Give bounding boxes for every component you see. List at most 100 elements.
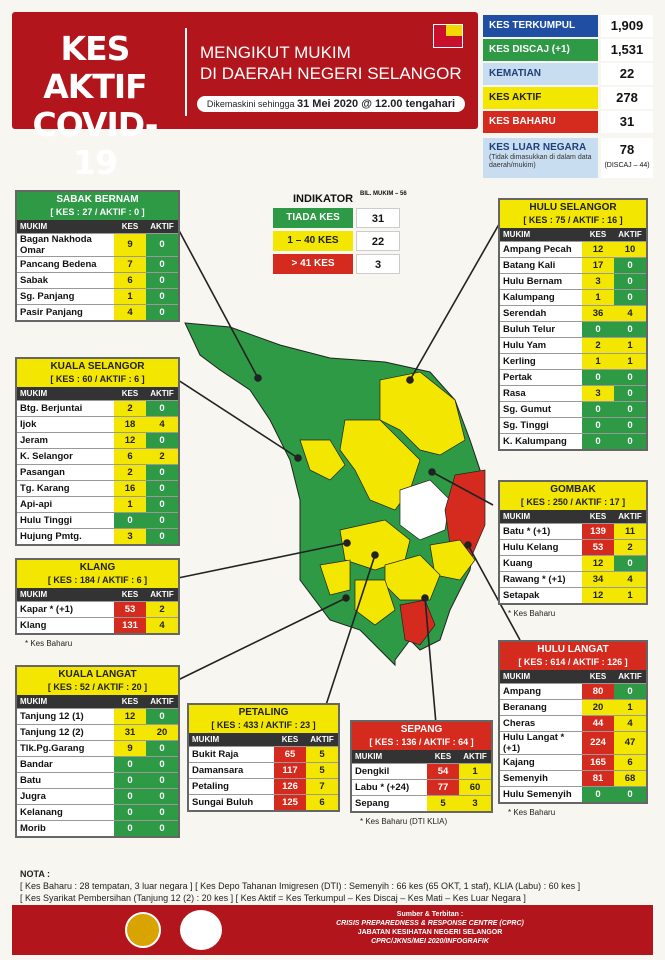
mukim-name: Btg. Berjuntai [17,399,114,416]
mukim-name: Dengkil [352,762,427,779]
district-summary: [ KES : 60 / AKTIF : 6 ] [50,374,145,384]
mukim-aktif: 0 [614,384,646,401]
table-row: Bandar 0 0 [17,755,178,772]
mukim-name: Ampang Pecah [500,240,582,257]
mukim-aktif: 0 [614,682,646,699]
mukim-name: Damansara [189,761,274,778]
mukim-name: Pasir Panjang [17,303,114,320]
mukim-aktif: 0 [614,288,646,305]
district-summary: [ KES : 433 / AKTIF : 23 ] [211,720,316,730]
mukim-aktif: 0 [614,256,646,273]
mukim-kes: 44 [582,714,614,731]
table-row: Cheras 44 4 [500,714,646,731]
district-summary: [ KES : 614 / AKTIF : 126 ] [518,657,628,667]
table-row: Hulu Tinggi 0 0 [17,511,178,528]
indikator-legend: TIADA KES 31 1 – 40 KES 22 > 41 KES 3 [273,208,400,277]
mukim-aktif: 0 [146,787,178,804]
col-aktif: AKTIF [459,750,491,763]
title-line-1: KES AKTIF [43,29,147,106]
table-row: Sepang 5 3 [352,794,491,811]
stats-panel: KES TERKUMPUL 1,909 KES DISCAJ (+1) 1,531 … [483,15,653,135]
mukim-kes: 53 [582,538,614,555]
table-row: Hulu Bernam 3 0 [500,272,646,289]
mukim-name: Labu * (+24) [352,778,427,795]
table-header: MUKIM KES AKTIF [17,588,178,601]
table-row: Hulu Kelang 53 2 [500,538,646,555]
col-mukim: MUKIM [189,733,274,746]
mukim-name: Jeram [17,431,114,448]
col-aktif: AKTIF [146,220,178,233]
table-header: MUKIM KES AKTIF [500,228,646,241]
footer-line-2: CRISIS PREPAREDNESS & RESPONSE CENTRE (C… [336,920,524,927]
mukim-name: Petaling [189,777,274,794]
mukim-aktif: 47 [614,730,646,754]
mukim-name: Hulu Yam [500,336,582,353]
table-row: K. Selangor 6 2 [17,447,178,464]
mukim-table: MUKIM KES AKTIF Btg. Berjuntai 2 0 Ijok 18 4 Jera… [17,387,178,544]
mukim-kes: 54 [427,762,459,779]
district-note: * Kes Baharu [508,808,556,817]
table-header: MUKIM KES AKTIF [17,220,178,233]
mukim-aktif: 0 [146,527,178,544]
mukim-kes: 165 [582,753,614,770]
mukim-aktif: 11 [614,522,646,539]
mukim-kes: 18 [114,415,146,432]
table-row: Hulu Yam 2 1 [500,336,646,353]
mukim-aktif: 0 [614,416,646,433]
mukim-name: Cheras [500,714,582,731]
mukim-kes: 77 [427,778,459,795]
mukim-name: Jugra [17,787,114,804]
table-row: Setapak 12 1 [500,586,646,603]
district-summary: [ KES : 136 / AKTIF : 64 ] [369,737,474,747]
table-row: Sungai Buluh 125 6 [189,793,338,810]
legend-row: > 41 KES 3 [273,254,400,274]
mukim-name: Morib [17,819,114,836]
page-subtitle: MENGIKUT MUKIM DI DAERAH NEGERI SELANGOR [200,42,470,84]
mukim-kes: 1 [582,352,614,369]
col-aktif: AKTIF [614,510,646,523]
mukim-aktif: 0 [146,271,178,288]
table-row: Pancang Bedena 7 0 [17,255,178,272]
footer-banner [12,905,653,955]
stat-row: KEMATIAN 22 [483,63,653,85]
mukim-aktif: 0 [146,255,178,272]
mukim-aktif: 6 [306,793,338,810]
mukim-aktif: 7 [306,777,338,794]
mukim-kes: 2 [114,463,146,480]
mukim-kes: 3 [582,384,614,401]
table-row: Petaling 126 7 [189,777,338,794]
table-row: Bukit Raja 65 5 [189,745,338,762]
mukim-name: Hujung Pmtg. [17,527,114,544]
district-note: * Kes Baharu (DTI KLIA) [360,817,448,826]
district-hulu-selangor: HULU SELANGOR [ KES : 75 / AKTIF : 16 ] MU… [498,198,648,451]
mukim-kes: 3 [114,527,146,544]
mukim-kes: 139 [582,522,614,539]
mukim-kes: 125 [274,793,306,810]
stat-value: 31 [601,111,653,133]
table-row: Tanjung 12 (2) 31 20 [17,723,178,740]
subtitle-line-1: MENGIKUT MUKIM [200,43,351,62]
mukim-kes: 0 [582,432,614,449]
stat-label: KES AKTIF [483,87,598,109]
nota: NOTA : [ Kes Baharu : 28 tempatan, 3 lua… [20,868,645,904]
table-row: Sg. Panjang 1 0 [17,287,178,304]
mukim-kes: 2 [114,399,146,416]
table-row: Sg. Gumut 0 0 [500,400,646,417]
mukim-aktif: 2 [146,447,178,464]
mukim-kes: 6 [114,447,146,464]
mukim-name: Bukit Raja [189,745,274,762]
mukim-aktif: 0 [146,495,178,512]
table-row: Morib 0 0 [17,819,178,836]
luar-negara-value: 78 [619,142,635,157]
mukim-kes: 0 [582,416,614,433]
table-row: Tanjung 12 (1) 12 0 [17,707,178,724]
mukim-aktif: 0 [614,368,646,385]
stat-label: KEMATIAN [483,63,598,85]
footer-line-1: Sumber & Terbitan : [396,911,464,918]
mukim-kes: 9 [114,232,146,256]
mukim-kes: 0 [114,511,146,528]
nota-line-2: [ Kes Syarikat Pembersihan (Tanjung 12 (… [20,893,526,903]
mukim-kes: 0 [114,787,146,804]
mukim-kes: 36 [582,304,614,321]
stat-value: 1,909 [601,15,653,37]
